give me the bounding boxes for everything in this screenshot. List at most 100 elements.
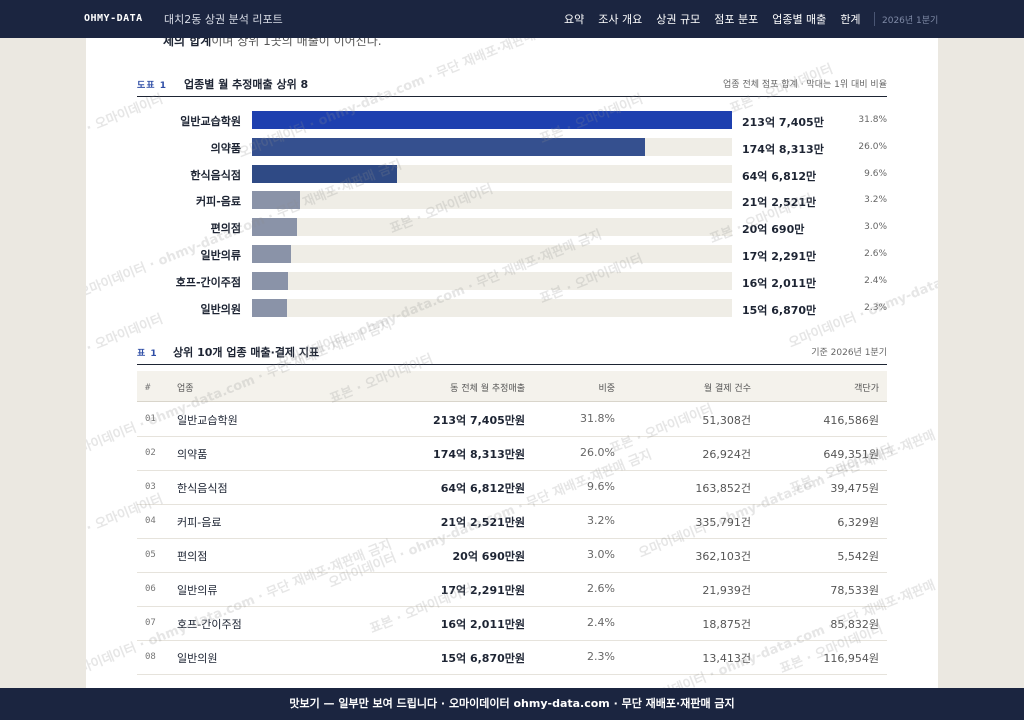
- cell-share: 3.0%: [587, 548, 615, 561]
- cell-industry: 호프-간이주점: [177, 618, 242, 631]
- cell-sales: 16억 2,011만원: [440, 618, 525, 631]
- bar-row: 일반교습학원 213억 7,405만 31.8%: [137, 111, 887, 131]
- bar-value-label: 174억 8,313만: [742, 142, 824, 156]
- nav-item-store-distribution[interactable]: 점포 분포: [714, 13, 759, 26]
- cell-count: 21,939건: [702, 584, 751, 597]
- bar-share-label: 3.2%: [864, 195, 887, 206]
- table-row[interactable]: 08 일반의원 15억 6,870만원 2.3% 13,413건 116,954원: [137, 640, 887, 675]
- bar-label: 일반교습학원: [180, 115, 241, 128]
- cell-rank: 01: [145, 414, 156, 424]
- table-row[interactable]: 03 한식음식점 64억 6,812만원 9.6% 163,852건 39,475원: [137, 470, 887, 505]
- nav-item-overview[interactable]: 조사 개요: [598, 13, 643, 26]
- brand-logo[interactable]: OHMY-DATA: [84, 13, 143, 24]
- bar-value-label: 15억 6,870만: [742, 303, 817, 317]
- nav-item-limitations[interactable]: 한계: [840, 13, 861, 26]
- bar: [252, 137, 645, 156]
- figure-number: 도표 1: [137, 81, 167, 91]
- cell-industry: 의약품: [177, 448, 208, 461]
- bar-row: 의약품 174억 8,313만 26.0%: [137, 137, 887, 158]
- cell-sales: 21억 2,521만원: [440, 516, 525, 529]
- bar-label: 호프-간이주점: [175, 275, 241, 289]
- bar-track: [252, 271, 732, 290]
- bar-track: [252, 191, 732, 210]
- cell-sales: 20억 690만원: [452, 550, 525, 563]
- table-title: 상위 10개 업종 매출·결제 지표: [173, 346, 320, 359]
- bar-share-label: 2.3%: [864, 302, 887, 313]
- col-header-avg[interactable]: 객단가: [854, 384, 879, 394]
- bar: [252, 164, 398, 183]
- cell-industry: 커피-음료: [177, 516, 222, 529]
- period-label: 2026년 1분기: [882, 16, 939, 26]
- table-row[interactable]: 01 일반교습학원 213억 7,405만원 31.8% 51,308건 416,586원: [137, 402, 887, 437]
- cell-industry: 일반의류: [177, 584, 218, 597]
- cell-share: 9.6%: [587, 480, 615, 493]
- col-header-rank: #: [145, 383, 151, 393]
- cell-rank: 03: [145, 482, 156, 492]
- figure-title: 업종별 월 추정매출 상위 8: [184, 78, 309, 91]
- report-sheet: 체의 합계이며 상위 1곳의 매출이 이어진다. 도표 1 업종별 월 추정매출…: [86, 38, 938, 688]
- cell-rank: 04: [145, 516, 156, 526]
- top-navigation-bar: OHMY-DATA 대치2동 상권 분석 리포트 요약 조사 개요 상권 규모 …: [0, 0, 1024, 38]
- bar-label: 의약품: [210, 141, 241, 155]
- section-nav: 요약 조사 개요 상권 규모 점포 분포 업종별 매출 한계: [564, 11, 861, 27]
- nav-item-sales-by-industry[interactable]: 업종별 매출: [772, 13, 827, 26]
- table-row[interactable]: 07 호프-간이주점 16억 2,011만원 2.4% 18,875건 85,832원: [137, 606, 887, 641]
- cell-industry: 한식음식점: [177, 482, 228, 495]
- col-header-industry: 업종: [177, 384, 194, 394]
- bar: [252, 218, 298, 237]
- bar: [252, 245, 291, 263]
- report-subtitle: 대치2동 상권 분석 리포트: [164, 13, 283, 26]
- cell-sales: 174억 8,313만원: [433, 448, 525, 461]
- cell-avg: 116,954원: [823, 652, 879, 665]
- bar-track: [252, 298, 732, 317]
- bar-label: 커피-음료: [195, 195, 241, 209]
- table-row[interactable]: 04 커피-음료 21억 2,521만원 3.2% 335,791건 6,329원: [137, 504, 887, 539]
- table-caption: 표 1 상위 10개 업종 매출·결제 지표 기준 2026년 1분기: [137, 344, 887, 365]
- bar-share-label: 9.6%: [864, 168, 887, 179]
- cell-avg: 5,542원: [837, 550, 879, 563]
- bar-share-label: 2.6%: [864, 249, 887, 259]
- col-header-share[interactable]: 비중: [598, 384, 615, 394]
- bar-value-label: 17억 2,291만: [742, 250, 817, 263]
- cell-count: 362,103건: [695, 550, 751, 563]
- cell-share: 31.8%: [580, 412, 615, 425]
- intro-rest: 이며 상위 1곳의 매출이 이어진다.: [211, 38, 382, 48]
- figure-note: 업종 전체 점포 합계 · 막대는 1위 대비 비율: [723, 80, 887, 90]
- table-header-row: # 업종 동 전체 월 추정매출 비중 월 결제 건수 객단가: [137, 371, 887, 402]
- bar-row: 커피-음료 21억 2,521만 3.2%: [137, 191, 887, 211]
- bar-share-label: 31.8%: [858, 115, 887, 125]
- cell-avg: 649,351원: [823, 448, 879, 461]
- cell-share: 2.3%: [587, 650, 615, 663]
- cell-industry: 일반의원: [177, 652, 218, 665]
- cell-count: 335,791건: [695, 516, 751, 529]
- nav-item-summary[interactable]: 요약: [564, 13, 585, 26]
- cell-rank: 07: [145, 618, 156, 628]
- bar-value-label: 213억 7,405만: [742, 116, 824, 129]
- cell-rank: 05: [145, 550, 156, 560]
- cell-rank: 02: [145, 448, 156, 458]
- col-header-count[interactable]: 월 결제 건수: [703, 384, 751, 394]
- nav-divider: [874, 12, 875, 26]
- bar-label: 편의점: [210, 222, 241, 236]
- cell-avg: 85,832원: [830, 618, 879, 631]
- table-number: 표 1: [137, 349, 158, 359]
- cell-share: 2.6%: [587, 582, 615, 595]
- cell-industry: 일반교습학원: [177, 414, 238, 427]
- bar: [252, 191, 300, 210]
- col-header-sales[interactable]: 동 전체 월 추정매출: [450, 384, 525, 394]
- bar-track: [252, 218, 732, 237]
- bar-share-label: 2.4%: [864, 275, 887, 286]
- bar-label: 한식음식점: [190, 168, 241, 182]
- table-row[interactable]: 06 일반의류 17억 2,291만원 2.6% 21,939건 78,533원: [137, 572, 887, 607]
- table-note: 기준 2026년 1분기: [811, 348, 887, 358]
- bar-track: [252, 137, 732, 156]
- table-row[interactable]: 05 편의점 20억 690만원 3.0% 362,103건 5,542원: [137, 538, 887, 573]
- bar-value-label: 64억 6,812만: [742, 169, 817, 183]
- cell-sales: 17억 2,291만원: [440, 584, 525, 597]
- table-row[interactable]: 02 의약품 174억 8,313만원 26.0% 26,924건 649,351원: [137, 436, 887, 471]
- bar-label: 일반의류: [200, 249, 241, 262]
- cell-industry: 편의점: [177, 550, 208, 563]
- cell-share: 3.2%: [587, 514, 615, 527]
- cell-avg: 39,475원: [830, 482, 879, 495]
- nav-item-market-size[interactable]: 상권 규모: [656, 13, 701, 26]
